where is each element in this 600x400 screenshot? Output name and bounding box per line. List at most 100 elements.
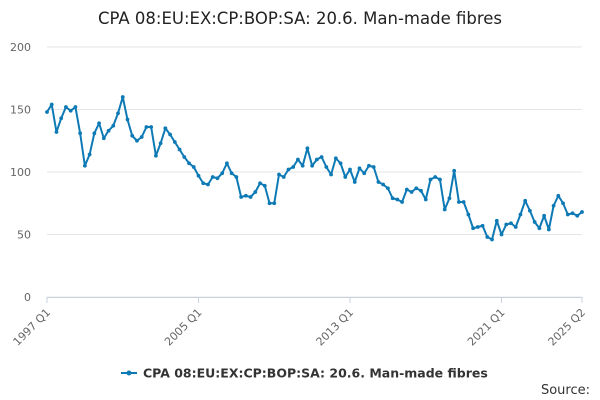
data-point[interactable] (395, 197, 400, 202)
data-point[interactable] (229, 171, 234, 176)
data-point[interactable] (206, 182, 210, 187)
data-point[interactable] (281, 175, 286, 179)
data-point[interactable] (433, 175, 438, 179)
data-point[interactable] (570, 211, 575, 216)
data-point[interactable] (546, 227, 551, 232)
data-point[interactable] (343, 175, 348, 179)
data-point[interactable] (457, 200, 461, 204)
data-point[interactable] (329, 172, 333, 177)
data-point[interactable] (381, 182, 386, 187)
data-point[interactable] (485, 235, 490, 239)
data-point[interactable] (78, 131, 83, 136)
data-point[interactable] (551, 203, 556, 208)
data-point[interactable] (580, 210, 584, 214)
data-point[interactable] (87, 152, 92, 157)
data-point[interactable] (267, 201, 272, 206)
data-point[interactable] (286, 167, 291, 172)
data-point[interactable] (168, 132, 173, 137)
data-point[interactable] (565, 212, 570, 217)
data-point[interactable] (215, 176, 220, 181)
data-point[interactable] (414, 186, 419, 191)
data-point[interactable] (385, 186, 390, 191)
data-point[interactable] (357, 166, 362, 171)
data-point[interactable] (376, 180, 381, 184)
data-point[interactable] (490, 237, 494, 242)
data-point[interactable] (45, 110, 49, 114)
data-point[interactable] (419, 188, 423, 193)
data-point[interactable] (404, 187, 409, 192)
data-point[interactable] (243, 193, 248, 198)
data-point[interactable] (348, 167, 352, 172)
data-point[interactable] (371, 165, 376, 169)
data-point[interactable] (253, 190, 258, 194)
data-point[interactable] (296, 157, 300, 162)
data-point[interactable] (333, 156, 338, 161)
legend[interactable]: CPA 08:EU:EX:CP:BOP:SA: 20.6. Man-made f… (121, 366, 488, 381)
data-point[interactable] (54, 130, 59, 134)
data-point[interactable] (262, 183, 267, 188)
data-point[interactable] (509, 221, 513, 226)
data-point[interactable] (220, 171, 225, 176)
data-point[interactable] (125, 117, 130, 122)
data-point[interactable] (438, 177, 442, 182)
data-point[interactable] (532, 220, 537, 224)
data-point[interactable] (120, 95, 125, 99)
data-point[interactable] (390, 196, 395, 201)
data-point[interactable] (139, 135, 144, 139)
data-point[interactable] (314, 157, 319, 162)
data-point[interactable] (187, 161, 191, 166)
data-point[interactable] (475, 225, 480, 229)
data-point[interactable] (258, 181, 262, 186)
data-point[interactable] (191, 165, 196, 169)
data-point[interactable] (225, 161, 229, 166)
data-point[interactable] (73, 105, 78, 109)
data-point[interactable] (561, 201, 565, 206)
data-point[interactable] (471, 226, 476, 231)
data-point[interactable] (172, 140, 177, 144)
data-point[interactable] (153, 153, 158, 158)
data-point[interactable] (513, 225, 518, 229)
data-point[interactable] (182, 155, 187, 159)
data-point[interactable] (452, 168, 457, 173)
data-point[interactable] (542, 213, 547, 218)
data-point[interactable] (49, 102, 54, 107)
data-point[interactable] (499, 232, 504, 237)
data-point[interactable] (400, 200, 404, 204)
data-point[interactable] (319, 155, 324, 159)
data-point[interactable] (135, 138, 139, 143)
data-point[interactable] (106, 128, 111, 133)
data-point[interactable] (158, 141, 163, 146)
data-point[interactable] (101, 136, 106, 141)
data-point[interactable] (423, 197, 428, 202)
data-point[interactable] (338, 161, 343, 166)
data-point[interactable] (300, 163, 305, 168)
data-point[interactable] (466, 212, 471, 217)
data-point[interactable] (367, 163, 371, 168)
data-point[interactable] (201, 181, 206, 186)
data-point[interactable] (248, 195, 253, 199)
data-point[interactable] (92, 131, 97, 136)
data-point[interactable] (239, 195, 244, 199)
data-point[interactable] (196, 173, 201, 178)
data-point[interactable] (537, 226, 542, 231)
data-point[interactable] (291, 165, 296, 169)
data-point[interactable] (480, 223, 485, 228)
data-point[interactable] (59, 116, 64, 121)
data-point[interactable] (518, 212, 523, 217)
data-point[interactable] (352, 180, 357, 184)
data-point[interactable] (504, 222, 509, 227)
data-point[interactable] (64, 105, 68, 109)
data-point[interactable] (163, 126, 168, 131)
data-point[interactable] (362, 171, 367, 176)
data-point[interactable] (447, 196, 452, 201)
data-point[interactable] (144, 125, 149, 129)
data-point[interactable] (556, 193, 561, 198)
data-point[interactable] (82, 163, 87, 168)
data-point[interactable] (461, 200, 466, 204)
data-point[interactable] (409, 190, 414, 194)
data-point[interactable] (305, 146, 310, 151)
data-point[interactable] (130, 133, 135, 138)
data-point[interactable] (310, 163, 315, 168)
data-point[interactable] (324, 165, 329, 169)
data-point[interactable] (68, 108, 73, 113)
